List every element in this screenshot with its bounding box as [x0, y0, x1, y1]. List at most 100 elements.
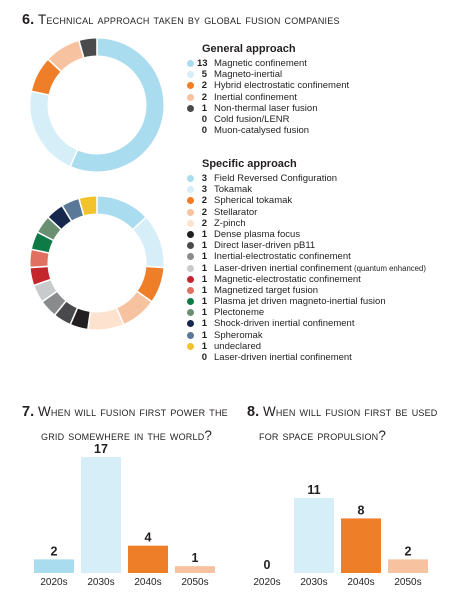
bar-category-label: 2030s — [87, 577, 114, 588]
donut-separator — [30, 90, 50, 96]
donut-slice-tokamak — [132, 217, 164, 268]
legend-swatch — [187, 175, 194, 182]
legend-count: 3 — [201, 184, 207, 196]
bar-2040s — [128, 545, 168, 573]
legend-count: 1 — [201, 296, 207, 308]
bar-value-label: 4 — [145, 531, 152, 545]
legend-swatch — [187, 93, 194, 101]
bar-2020s — [34, 559, 74, 573]
legend-swatch — [187, 320, 194, 328]
donut-slice-inertial-confinement — [48, 40, 85, 72]
legend-swatch — [187, 208, 194, 216]
bar-value-label: 11 — [307, 483, 320, 497]
donut-separator — [61, 204, 73, 222]
legend-label: Magnetized target fusion — [214, 284, 319, 296]
donut-separator — [47, 216, 63, 231]
legend-swatch — [187, 298, 194, 306]
general-approach-donut — [30, 37, 164, 172]
section-6-number: 6. — [22, 12, 35, 28]
legend-count: 1 — [201, 284, 207, 296]
legend-swatch — [187, 197, 194, 205]
bar-2050s — [175, 566, 215, 573]
donut-slice-plectoneme — [37, 217, 62, 241]
section-7-title: 7. When will fusion first power the grid… — [22, 403, 234, 444]
legend-label: Z-pinch — [214, 217, 246, 229]
donut-separator — [69, 307, 79, 326]
legend-label: Spherical tokamak — [214, 195, 293, 207]
legend-swatch — [187, 331, 194, 339]
legend-label: Hybrid electrostatic confinement — [214, 80, 350, 92]
legend-swatch — [187, 253, 194, 261]
donut-separator — [87, 310, 92, 330]
legend-label: Spheromak — [214, 329, 263, 341]
legend-count: 1 — [201, 228, 207, 240]
donut-separator — [69, 149, 79, 168]
donut-slice-magnetic-confinement — [70, 38, 164, 172]
legend-count: 1 — [201, 329, 207, 341]
legend-count: 1 — [201, 251, 207, 263]
legend-swatch — [187, 82, 194, 90]
legend-count: 0 — [201, 125, 207, 137]
specific-approach-heading: Specific approach — [202, 158, 297, 170]
bar-value-label: 2 — [51, 544, 58, 558]
legend-label: Shock-driven inertial confinement — [214, 318, 355, 330]
legend-swatch — [187, 309, 194, 317]
donut-slice-undeclared — [79, 196, 98, 216]
bar-2030s — [81, 457, 121, 573]
bar-value-label: 1 — [192, 551, 199, 565]
bar-category-label: 2020s — [253, 577, 280, 588]
bar-2030s — [294, 497, 334, 573]
legend-count: 1 — [201, 102, 207, 114]
bar-value-label: 8 — [358, 503, 365, 517]
legend-swatch — [187, 342, 194, 350]
legend-label: Cold fusion/LENR — [214, 113, 290, 125]
donut-separator — [145, 265, 165, 269]
donut-slice-magnetic-electrostatic-confinement — [30, 266, 51, 286]
donut-slice-magneto-inertial — [30, 91, 78, 166]
bar-category-label: 2040s — [347, 577, 374, 588]
donut-separator — [78, 197, 85, 217]
section-8-title-line1: When will fusion first be used — [262, 404, 438, 419]
legend-count: 5 — [201, 69, 207, 81]
legend-count: 2 — [201, 195, 207, 207]
legend-label: Laser-driven inertial confinement — [214, 352, 352, 363]
donut-separator — [30, 248, 50, 254]
legend-count: 0 — [201, 113, 207, 125]
specific-approach-donut — [29, 195, 165, 330]
section-8-number: 8. — [247, 404, 260, 420]
legend-label: Magnetic confinement — [214, 58, 307, 69]
legend-count: 2 — [201, 91, 207, 103]
section-8-title: 8. When will fusion first be used for sp… — [247, 403, 447, 444]
legend-label: Muon-catalysed fusion — [214, 125, 310, 137]
legend-label: Tokamak — [214, 184, 253, 196]
section-6-title: 6. Technical approach taken by global fu… — [22, 11, 340, 29]
donut-slice-hybrid-electrostatic-confinement — [31, 59, 62, 96]
donut-slice-magnetized-target-fusion — [30, 249, 49, 268]
legend-note: (quantum enhanced) — [351, 263, 426, 273]
legend-swatch — [187, 275, 194, 283]
legend-count: 13 — [197, 58, 208, 69]
legend-count: 1 — [201, 340, 207, 352]
legend-swatch — [187, 186, 194, 194]
legend-label: Direct laser-driven pB11 — [214, 240, 316, 252]
section-6-title-text: Technical approach taken by global fusio… — [37, 12, 340, 27]
donut-separator — [47, 58, 63, 73]
donut-slice-direct-laser-driven-pb11 — [55, 301, 78, 324]
donut-slice-plasma-jet-driven-magneto-inertial-fusion — [31, 232, 54, 254]
legend-label: Inertial-electrostatic confinement — [214, 251, 351, 263]
legend-swatch — [187, 104, 194, 112]
donut-slice-field-reversed-configuration — [96, 196, 146, 230]
donut-slice-stellarator — [116, 291, 152, 324]
donut-slice-laser-driven-inertial-confinement — [34, 279, 57, 302]
section-8-title-line2: for space propulsion? — [259, 428, 387, 443]
legend-label: Dense plasma focus — [214, 228, 301, 240]
bar-value-label: 17 — [94, 442, 108, 456]
legend-swatch — [187, 242, 194, 250]
section-7-number: 7. — [22, 404, 35, 420]
donut-separator — [53, 300, 68, 316]
bar-value-label: 2 — [405, 544, 412, 558]
legend-count: 1 — [201, 318, 207, 330]
legend-count: 1 — [201, 273, 207, 285]
legend-label: undeclared — [214, 340, 262, 352]
bar-value-label: 0 — [264, 558, 271, 572]
